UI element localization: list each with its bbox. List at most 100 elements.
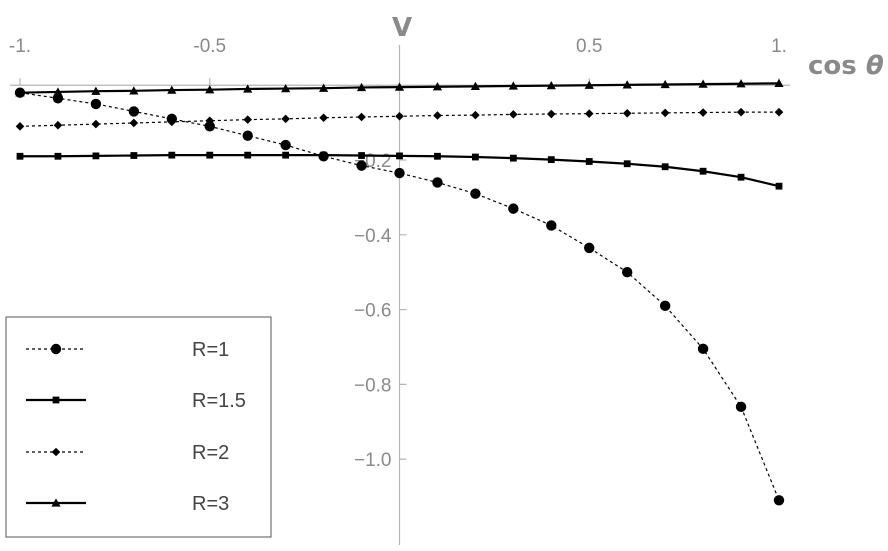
data-point-triangle (205, 85, 215, 94)
data-point-square (130, 152, 138, 159)
legend-label: R=1 (192, 339, 229, 361)
y-tick-label: −0.8 (354, 375, 392, 396)
data-point-diamond (243, 115, 252, 124)
x-axis-title: cos θ (808, 51, 884, 81)
data-point-circle (356, 160, 367, 171)
data-point-circle (280, 139, 291, 151)
data-point-diamond (281, 114, 290, 124)
series-line (19, 92, 780, 501)
legend-swatch-marker (50, 343, 62, 355)
x-tick-label: 1. (771, 36, 787, 57)
y-tick-label: −0.4 (354, 226, 392, 247)
data-point-square (282, 151, 290, 159)
data-point-triangle (281, 83, 291, 93)
data-point-square (92, 152, 100, 160)
data-point-circle (204, 121, 215, 132)
data-point-square (623, 160, 631, 168)
data-point-circle (773, 495, 785, 506)
legend: R=1 R=1.5 R=2 R=3 (5, 316, 272, 538)
data-point-diamond (205, 116, 215, 126)
data-point-triangle (167, 85, 177, 94)
data-point-circle (470, 188, 481, 199)
data-point-diamond (433, 111, 442, 120)
data-point-diamond (357, 112, 366, 122)
data-point-circle (90, 98, 102, 110)
data-point-triangle (15, 88, 25, 97)
data-point-diamond (91, 119, 101, 129)
data-point-triangle (622, 80, 632, 89)
data-point-triangle (508, 81, 518, 90)
data-point-square (396, 152, 403, 160)
data-point-triangle (470, 81, 480, 91)
legend-label: R=2 (192, 442, 229, 464)
data-point-diamond (129, 118, 139, 128)
series-R=3 (15, 78, 784, 97)
data-point-triangle (319, 83, 329, 92)
data-point-circle (508, 203, 519, 214)
legend-swatch-marker (51, 447, 61, 457)
data-point-triangle (129, 86, 139, 95)
data-point-circle (659, 300, 671, 312)
y-tick-label: −0.6 (354, 301, 392, 322)
series-R=2 (15, 107, 784, 131)
data-point-circle (394, 167, 405, 179)
data-point-triangle (774, 78, 784, 88)
data-point-diamond (622, 108, 632, 118)
data-point-square (509, 154, 517, 162)
data-point-diamond (660, 108, 670, 118)
data-point-triangle (736, 79, 746, 88)
legend-box (5, 316, 272, 538)
data-point-diamond (395, 111, 404, 121)
data-point-diamond (53, 120, 63, 130)
data-point-square (206, 151, 214, 159)
data-point-square (775, 182, 783, 190)
series-R=1.5 (16, 151, 783, 190)
data-point-circle (697, 343, 709, 355)
data-point-square (699, 167, 707, 175)
data-point-square (168, 151, 176, 159)
y-axis-title: V (392, 13, 412, 43)
data-point-circle (546, 220, 557, 231)
legend-entry: R=3 (26, 493, 229, 515)
data-point-diamond (736, 107, 746, 117)
data-point-diamond (471, 110, 480, 120)
data-point-circle (128, 106, 140, 117)
data-point-diamond (509, 110, 518, 119)
data-point-square (244, 151, 252, 159)
data-point-square (737, 173, 745, 181)
legend-entry: R=2 (26, 442, 229, 464)
data-point-circle (735, 401, 747, 413)
data-point-triangle (91, 86, 101, 95)
data-point-square (320, 151, 327, 159)
x-tick-label: 0.5 (576, 36, 602, 57)
data-point-triangle (432, 82, 443, 91)
data-point-triangle (394, 82, 405, 91)
legend-swatch-marker (51, 498, 61, 507)
data-point-triangle (660, 79, 670, 89)
legend-label: R=1.5 (192, 390, 246, 412)
data-point-square (16, 152, 24, 160)
data-point-diamond (15, 122, 25, 131)
data-point-diamond (774, 107, 784, 117)
data-point-diamond (167, 117, 177, 127)
data-point-triangle (243, 84, 253, 93)
data-point-square (661, 163, 669, 171)
data-point-triangle (546, 80, 556, 90)
x-tick-label: -1. (9, 36, 31, 57)
data-point-square (547, 156, 555, 164)
data-point-triangle (584, 80, 594, 89)
data-point-triangle (356, 82, 367, 92)
x-axis-title-text: cos (808, 51, 866, 81)
legend-swatch-marker (52, 396, 60, 404)
x-axis-title-symbol: θ (866, 51, 884, 81)
data-point-triangle (53, 87, 63, 96)
data-point-square (358, 152, 365, 159)
data-point-diamond (698, 108, 708, 117)
legend-entry: R=1 (26, 339, 229, 361)
data-point-square (585, 158, 593, 165)
legend-entry: R=1.5 (26, 390, 246, 412)
data-point-diamond (584, 109, 594, 118)
data-point-diamond (547, 109, 556, 119)
legend-label: R=3 (192, 493, 229, 515)
